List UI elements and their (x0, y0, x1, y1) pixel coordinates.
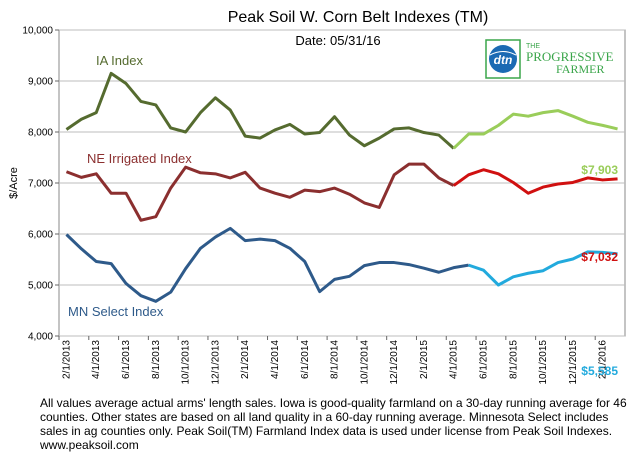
footnote: All values average actual arms' length s… (40, 396, 627, 452)
x-tick-label: 10/1/2013 (181, 340, 192, 385)
y-axis-label: $/Acre (8, 167, 20, 199)
y-tick-label: 10,000 (22, 26, 53, 37)
chart-date: Date: 05/31/16 (295, 33, 380, 48)
series-line-recent (452, 109, 618, 150)
x-tick-label: 10/1/2014 (359, 340, 370, 385)
x-tick-labels: 2/1/2013 4/1/2013 6/1/2013 8/1/2013 10/1/201… (61, 340, 608, 385)
x-tick-label: 4/1/2013 (91, 340, 102, 379)
x-tick-label: 12/1/2014 (389, 340, 400, 385)
x-tick-label: 2/1/2016 (598, 340, 609, 379)
series-line (65, 162, 455, 222)
y-tick-labels: 4,000 5,000 6,000 7,000 8,000 9,000 10,000 (22, 26, 53, 343)
x-tick-label: 8/1/2015 (508, 340, 519, 379)
x-tick-label: 2/1/2015 (419, 340, 430, 379)
series-end-value: $5,585 (581, 364, 618, 378)
gridlines (55, 29, 625, 340)
x-tick-label: 8/1/2013 (151, 340, 162, 379)
x-tick-label: 2/1/2014 (240, 340, 251, 379)
logo-mark: dtn (494, 53, 513, 67)
series-line (65, 71, 455, 150)
dtn-progressive-farmer-logo: dtn THE PROGRESSIVE FARMER (485, 39, 613, 79)
x-tick-label: 6/1/2013 (121, 340, 132, 379)
y-tick-label: 4,000 (28, 332, 53, 343)
series-name-label: MN Select Index (68, 304, 164, 319)
series-line (65, 226, 469, 303)
x-tick-label: 2/1/2013 (61, 340, 72, 379)
chart: Peak Soil W. Corn Belt Indexes (TM) Date… (8, 9, 626, 385)
chart-title: Peak Soil W. Corn Belt Indexes (TM) (228, 9, 489, 26)
y-tick-label: 6,000 (28, 230, 53, 241)
logo-line3: FARMER (556, 62, 604, 76)
series-name-label: NE Irrigated Index (87, 151, 192, 166)
x-tick-label: 4/1/2015 (449, 340, 460, 379)
series-line-recent (468, 250, 618, 287)
series-lines (65, 71, 618, 303)
x-tick-label: 10/1/2015 (538, 340, 549, 385)
logo-line1: THE (526, 43, 540, 50)
logo-line2: PROGRESSIVE (526, 49, 613, 64)
series-line-recent (452, 168, 618, 195)
series-name-label: IA Index (96, 53, 143, 68)
x-tick-label: 8/1/2014 (330, 340, 341, 379)
x-tick-label: 6/1/2014 (300, 340, 311, 379)
series-end-value: $7,032 (581, 250, 618, 264)
y-tick-label: 8,000 (28, 128, 53, 139)
y-tick-label: 7,000 (28, 179, 53, 190)
series-end-value: $7,903 (581, 163, 618, 177)
series-labels: IA Index $7,903 NE Irrigated Index $7,032 MN… (68, 53, 618, 378)
x-tick-label: 12/1/2013 (210, 340, 221, 385)
x-tick-label: 12/1/2015 (568, 340, 579, 385)
globe-arc-icon (489, 51, 517, 56)
x-tick-label: 6/1/2015 (479, 340, 490, 379)
y-tick-label: 9,000 (28, 77, 53, 88)
x-tick-label: 4/1/2014 (270, 340, 281, 379)
y-tick-label: 5,000 (28, 281, 53, 292)
